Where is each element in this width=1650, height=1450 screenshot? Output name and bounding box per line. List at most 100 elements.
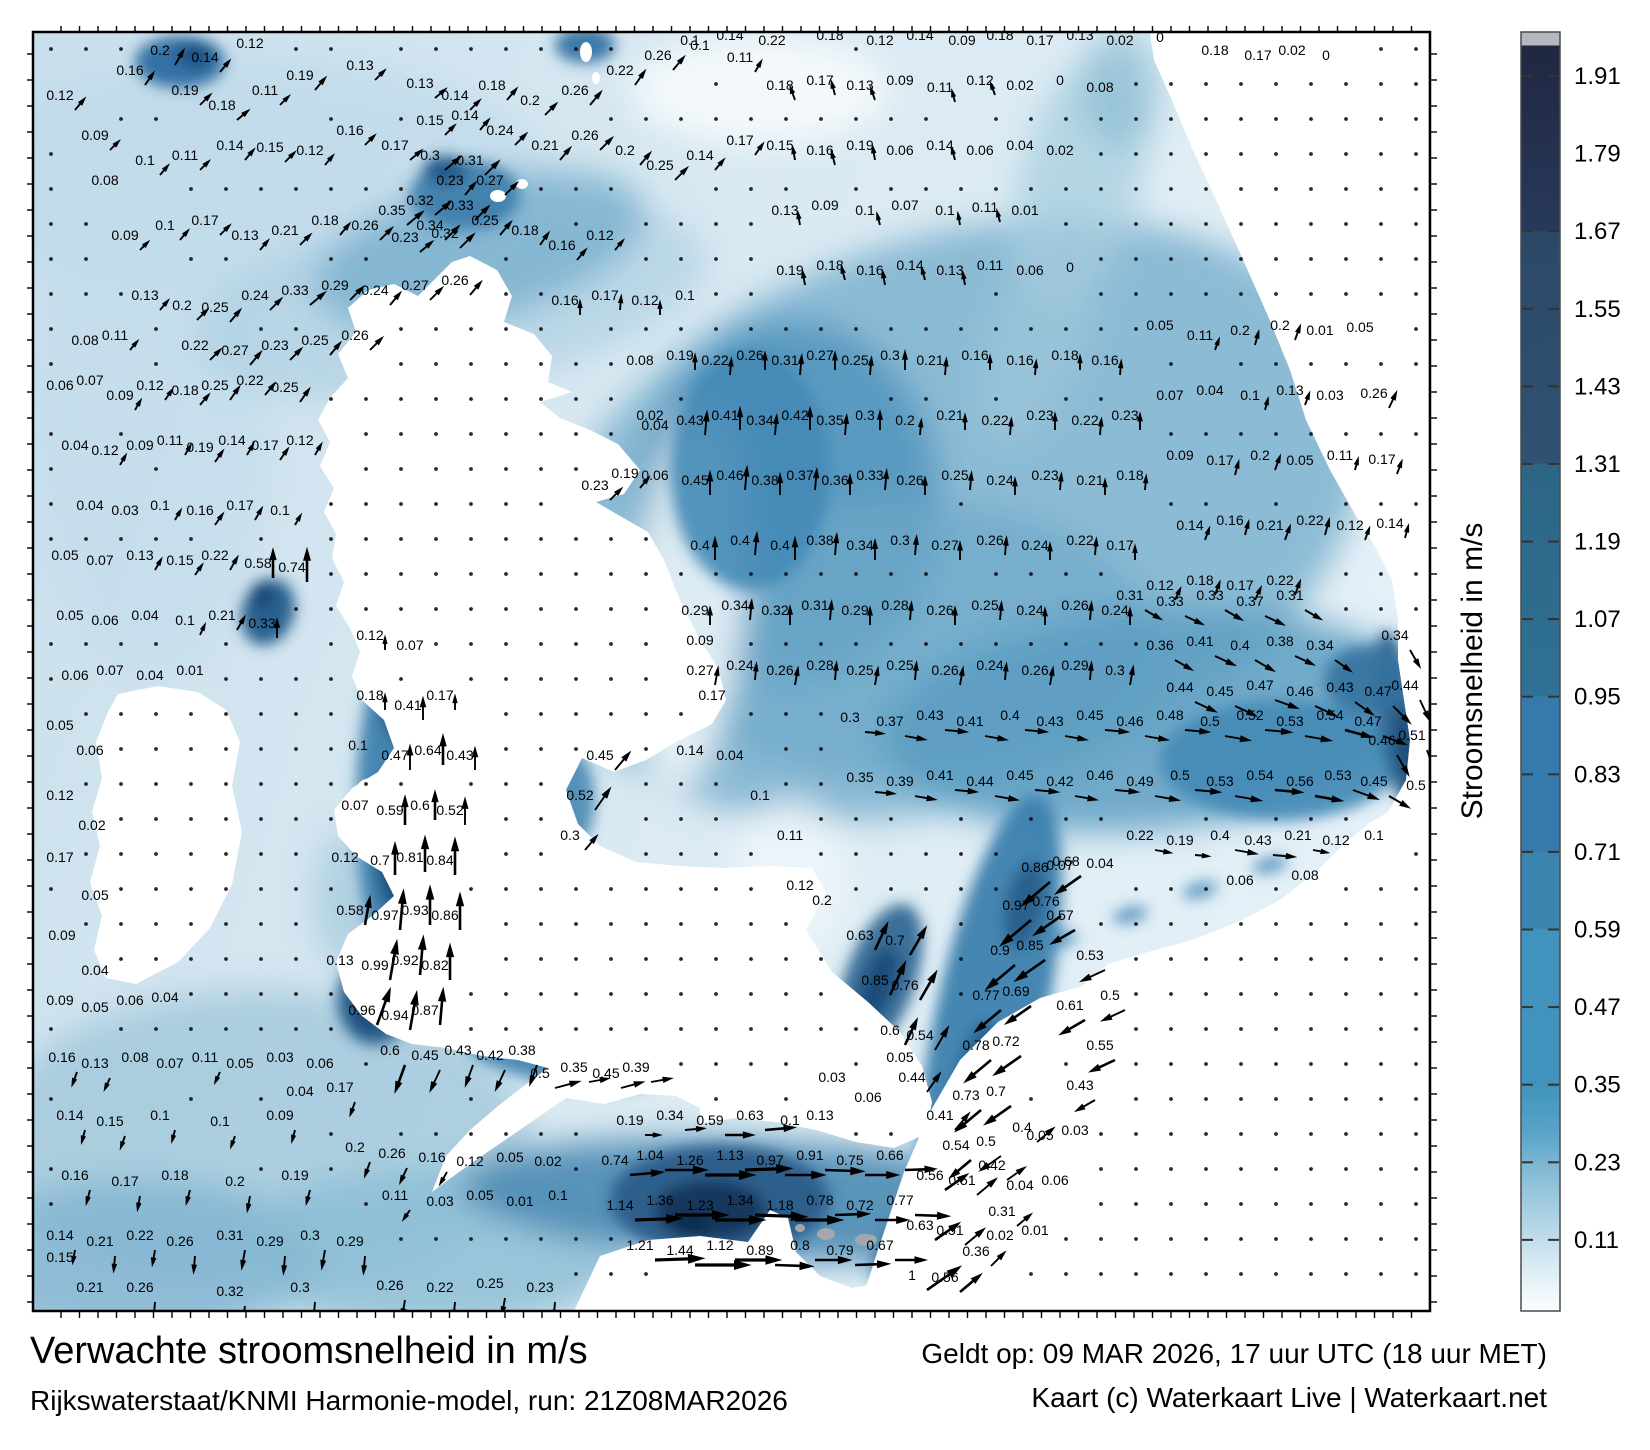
current-value-label: 0.24 bbox=[976, 657, 1003, 673]
current-value-label: 0.11 bbox=[972, 199, 998, 215]
grid-dot bbox=[294, 992, 298, 996]
current-arrow-head bbox=[1304, 658, 1317, 666]
current-arrow-head bbox=[830, 148, 836, 160]
current-value-label: 0.97 bbox=[756, 1152, 783, 1168]
grid-dot bbox=[1204, 817, 1208, 821]
grid-dot bbox=[1309, 1272, 1313, 1276]
current-arrow-head bbox=[305, 1195, 311, 1207]
grid-dot bbox=[119, 817, 123, 821]
grid-dot bbox=[1204, 187, 1208, 191]
current-value-label: 0.26 bbox=[1360, 385, 1387, 401]
grid-dot bbox=[259, 1027, 263, 1031]
grid-dot bbox=[1029, 327, 1033, 331]
grid-dot bbox=[994, 572, 998, 576]
current-value-label: 0 bbox=[1156, 29, 1164, 45]
current-arrow-head bbox=[614, 486, 624, 496]
current-arrow-head bbox=[920, 264, 926, 275]
current-arrow-head bbox=[830, 78, 836, 90]
grid-dot bbox=[1099, 327, 1103, 331]
current-arrow-head bbox=[77, 96, 87, 106]
grid-dot bbox=[1169, 117, 1173, 121]
current-value-label: 0.22 bbox=[606, 62, 633, 78]
current-value-label: 0.09 bbox=[106, 387, 133, 403]
current-value-label: 0.3 bbox=[290, 1279, 310, 1295]
current-arrow-head bbox=[311, 1311, 317, 1322]
current-value-label: 0.41 bbox=[926, 767, 953, 783]
current-value-label: 0.06 bbox=[1016, 262, 1043, 278]
grid-dot bbox=[364, 1202, 368, 1206]
current-value-label: 0.56 bbox=[916, 1167, 943, 1183]
current-arrow-head bbox=[633, 1081, 646, 1088]
current-value-label: 0.3 bbox=[420, 147, 440, 163]
grid-dot bbox=[1379, 257, 1383, 261]
current-arrow-head bbox=[384, 225, 395, 236]
current-arrow-head bbox=[563, 145, 573, 156]
current-value-label: 0.21 bbox=[76, 1279, 103, 1295]
grid-dot bbox=[84, 222, 88, 226]
current-value-label: 0.05 bbox=[51, 547, 78, 563]
grid-dot bbox=[224, 187, 228, 191]
grid-dot bbox=[539, 47, 543, 51]
grid-dot bbox=[574, 537, 578, 541]
grid-dot bbox=[189, 1027, 193, 1031]
current-arrow-head bbox=[417, 934, 427, 951]
grid-dot bbox=[259, 537, 263, 541]
current-arrow-head bbox=[960, 1111, 971, 1123]
grid-dot bbox=[644, 817, 648, 821]
grid-dot bbox=[1134, 222, 1138, 226]
current-value-label: 0.26 bbox=[126, 1279, 153, 1295]
current-arrow-head bbox=[702, 409, 710, 422]
grid-dot bbox=[1134, 187, 1138, 191]
current-arrow-head bbox=[1157, 735, 1171, 742]
grid-dot bbox=[1134, 327, 1138, 331]
grid-dot bbox=[189, 887, 193, 891]
current-value-label: 0.99 bbox=[361, 957, 388, 973]
current-value-label: 0.47 bbox=[1364, 683, 1391, 699]
current-value-label: 0.02 bbox=[1046, 142, 1073, 158]
grid-dot bbox=[609, 362, 613, 366]
current-arrow-head bbox=[161, 163, 170, 173]
grid-dot bbox=[294, 327, 298, 331]
grid-dot bbox=[1239, 1167, 1243, 1171]
current-value-label: 0.2 bbox=[1270, 317, 1290, 333]
current-arrow-head bbox=[1058, 1025, 1072, 1036]
grid-dot bbox=[294, 607, 298, 611]
current-value-label: 0.64 bbox=[414, 742, 441, 758]
grid-dot bbox=[574, 607, 578, 611]
grid-dot bbox=[714, 887, 718, 891]
grid-dot bbox=[1239, 1132, 1243, 1136]
grid-dot bbox=[469, 537, 473, 541]
grid-dot bbox=[504, 922, 508, 926]
grid-dot bbox=[1239, 922, 1243, 926]
grid-dot bbox=[1169, 82, 1173, 86]
current-arrow-head bbox=[213, 347, 223, 357]
current-value-label: 0.18 bbox=[356, 687, 383, 703]
grid-dot bbox=[959, 817, 963, 821]
current-arrow-head bbox=[363, 1168, 370, 1179]
grid-dot bbox=[329, 642, 333, 646]
current-arrow-head bbox=[786, 603, 794, 615]
grid-dot bbox=[924, 572, 928, 576]
grid-dot bbox=[1204, 257, 1208, 261]
grid-dot bbox=[329, 782, 333, 786]
current-value-label: 0.29 bbox=[841, 602, 868, 618]
grid-dot bbox=[224, 677, 228, 681]
current-value-label: 0.17 bbox=[726, 132, 753, 148]
current-value-label: 0.33 bbox=[446, 197, 473, 213]
grid-dot bbox=[504, 257, 508, 261]
current-arrow-head bbox=[147, 70, 156, 81]
grid-dot bbox=[854, 117, 858, 121]
grid-dot bbox=[224, 782, 228, 786]
current-arrow-head bbox=[203, 92, 213, 102]
current-value-label: 0.16 bbox=[1091, 352, 1118, 368]
current-value-label: 0.43 bbox=[1244, 832, 1271, 848]
current-arrow-head bbox=[734, 1260, 752, 1270]
grid-dot bbox=[364, 432, 368, 436]
current-arrow-head bbox=[1092, 536, 1099, 547]
current-value-label: 0.13 bbox=[346, 57, 373, 73]
grid-dot bbox=[784, 957, 788, 961]
current-arrow-head bbox=[1204, 525, 1211, 536]
colorbar-tick-label: 1.19 bbox=[1574, 529, 1621, 556]
grid-dot bbox=[959, 922, 963, 926]
grid-dot bbox=[1239, 1237, 1243, 1241]
